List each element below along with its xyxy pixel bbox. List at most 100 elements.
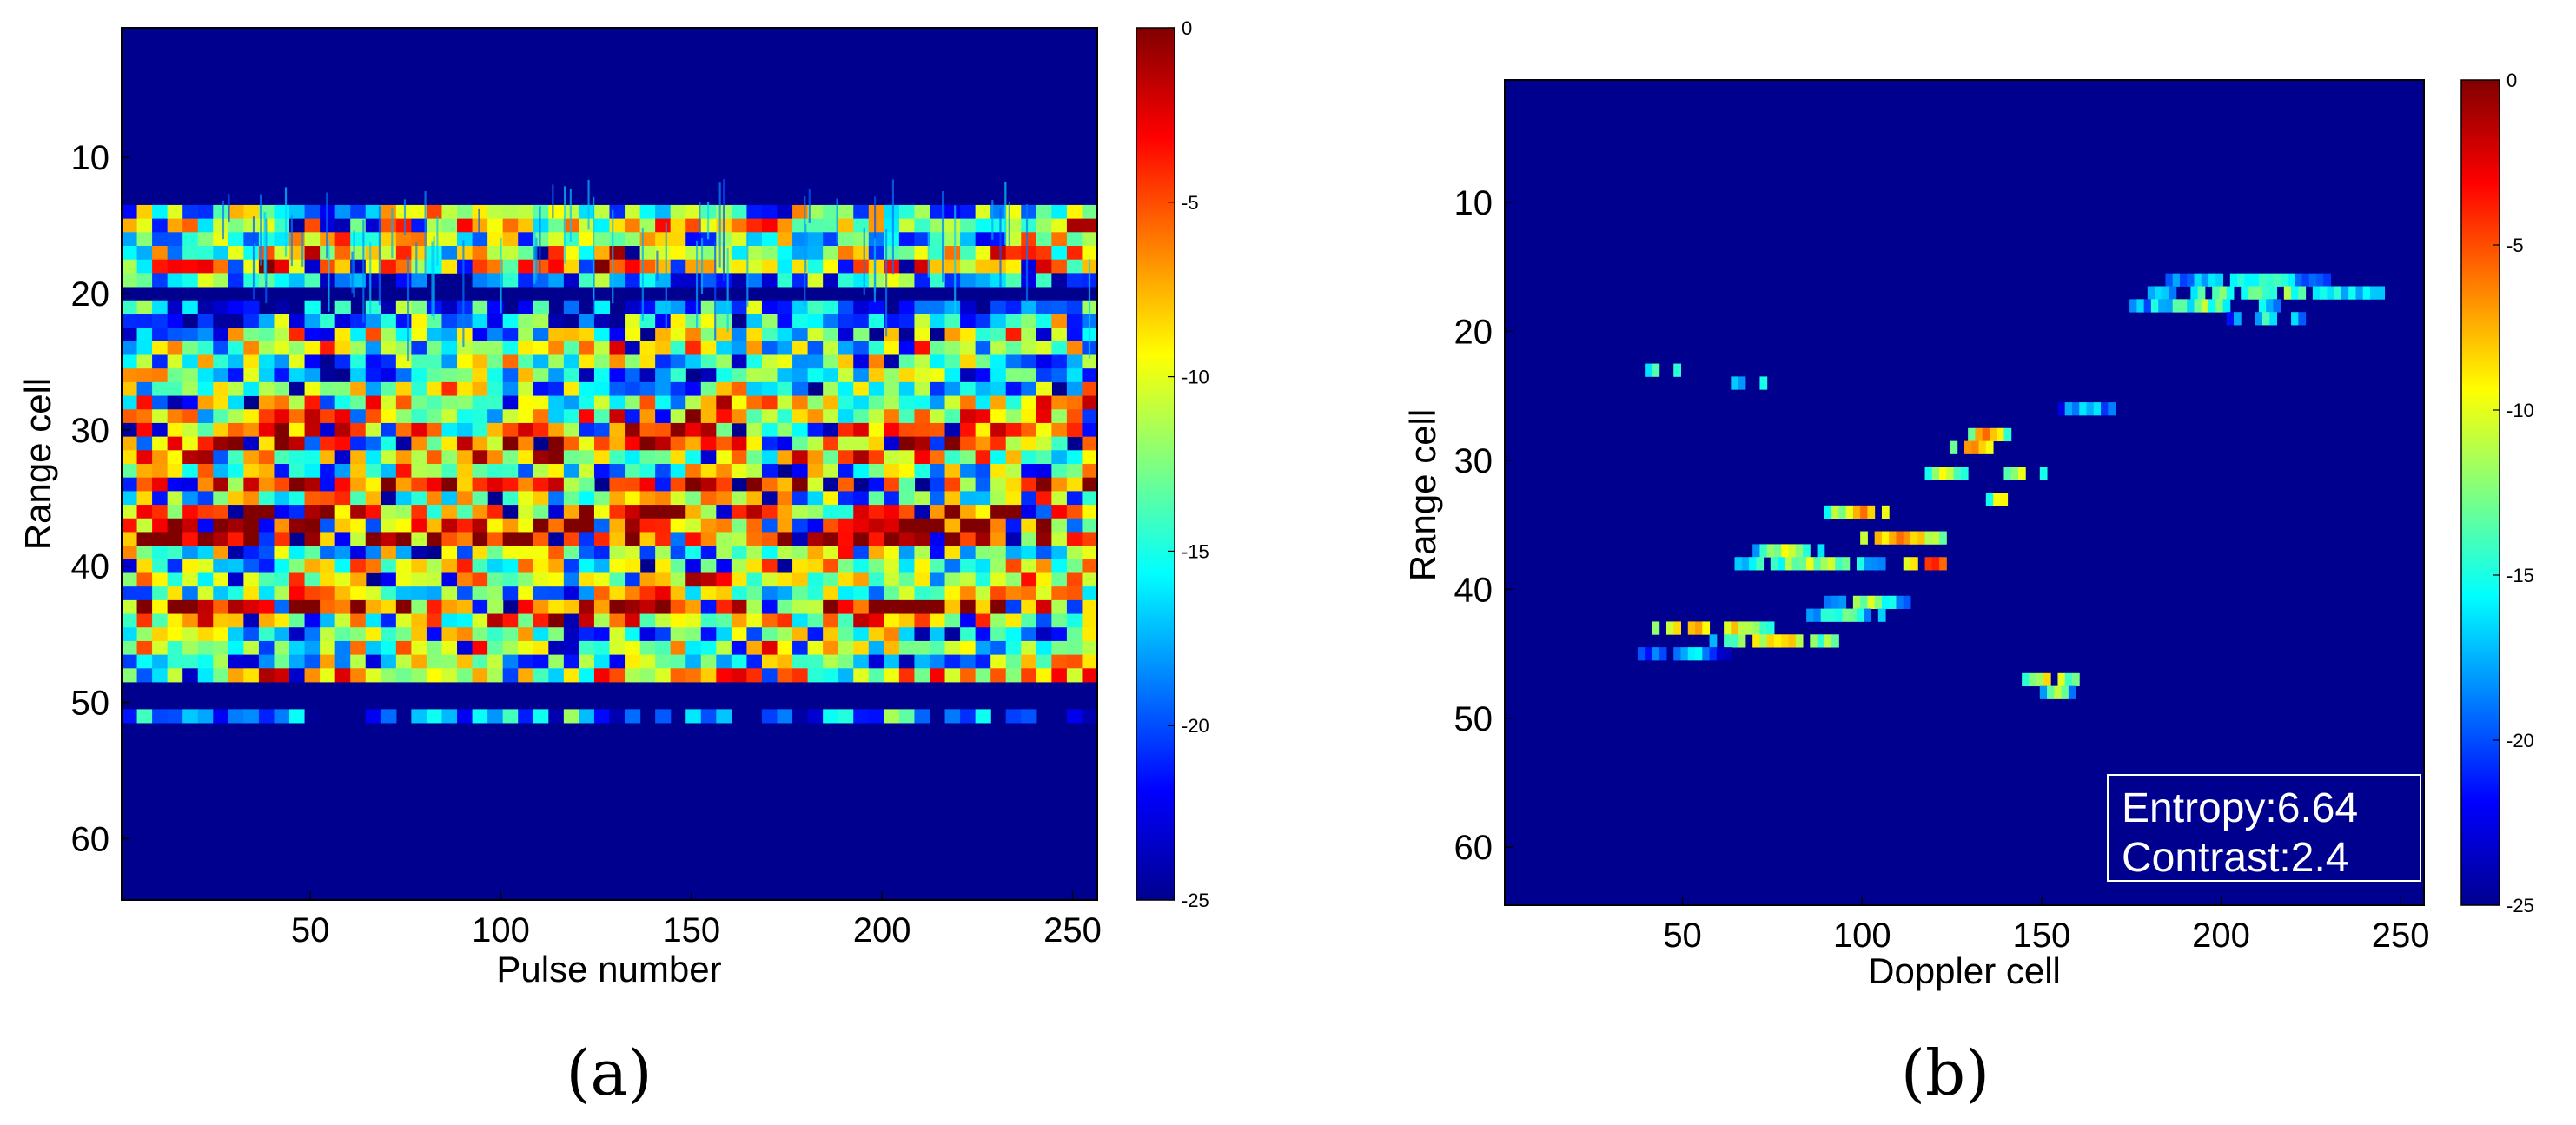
heatmap-a-cell (136, 627, 153, 642)
heatmap-a-cell (593, 505, 611, 519)
heatmap-a-cell (761, 668, 778, 683)
heatmap-a-cell (990, 273, 1007, 288)
heatmap-a-cell (136, 709, 153, 724)
heatmap-a-cell (838, 709, 854, 724)
heatmap-b-cell (2169, 286, 2177, 300)
heatmap-a-cell (823, 368, 839, 383)
heatmap-a-x-ticks: 50 100 150 200 250 (291, 891, 1102, 950)
heatmap-a-cell (1021, 368, 1037, 383)
heatmap-a-cell (381, 586, 397, 601)
heatmap-b-cell (1806, 557, 1814, 571)
heatmap-a-cell (533, 300, 549, 314)
heatmap-a-cell (228, 627, 244, 642)
heatmap-a-cell (243, 328, 260, 342)
heatmap-a-cell (122, 300, 138, 314)
heatmap-a-cell (152, 354, 169, 369)
heatmap-a-cell (579, 559, 595, 573)
heatmap-b-cell (1881, 595, 1890, 609)
heatmap-b-cell (2226, 312, 2235, 326)
heatmap-a-cell (761, 627, 778, 642)
heatmap-a-cell (518, 613, 534, 628)
heatmap-a-cell (731, 300, 748, 314)
heatmap-a-cell (761, 586, 778, 601)
heatmap-a-cell (944, 259, 961, 274)
heatmap-a-cell (579, 273, 595, 288)
heatmap-a-cell (472, 627, 488, 642)
heatmap-a-cell (761, 613, 778, 628)
heatmap-a-cell (1005, 477, 1022, 492)
heatmap-a-cell (1005, 654, 1022, 669)
heatmap-a-cell (533, 409, 549, 424)
heatmap-a-cell (609, 328, 626, 342)
heatmap-a-cell (152, 559, 169, 573)
heatmap-b-cell (2158, 299, 2166, 313)
heatmap-a-cell (975, 559, 991, 573)
heatmap-a-cell (1036, 273, 1052, 288)
heatmap-a-cell (487, 709, 504, 724)
heatmap-a-cell (639, 505, 656, 519)
heatmap-a-cell (548, 586, 565, 601)
heatmap-a-cell (472, 491, 488, 506)
heatmap-a-cell (334, 436, 351, 451)
heatmap-a-cell (136, 354, 153, 369)
heatmap-a-cell (625, 368, 641, 383)
heatmap-a-cell (1082, 218, 1098, 233)
heatmap-a-cell (685, 328, 702, 342)
heatmap-a-cell (853, 232, 870, 247)
heatmap-b-cell (1860, 531, 1868, 545)
heatmap-a-streak (999, 208, 1002, 288)
heatmap-a-cell (823, 218, 839, 233)
heatmap-a-cell (700, 368, 717, 383)
heatmap-a-cell (1082, 518, 1098, 533)
heatmap-a-cell (487, 518, 504, 533)
heatmap-a-cell (807, 613, 824, 628)
heatmap-a-cell (304, 232, 321, 247)
heatmap-a-cell (365, 599, 381, 614)
heatmap-a-cell (1051, 546, 1068, 560)
heatmap-a-streak (431, 241, 434, 317)
heatmap-a-cell (579, 354, 595, 369)
heatmap-a-cell (746, 546, 763, 560)
heatmap-b-cell (1985, 440, 1994, 454)
heatmap-a-cell (457, 654, 473, 669)
heatmap-a-cell (274, 640, 290, 656)
heatmap-a-cell (365, 381, 381, 396)
heatmap-a-cell (167, 450, 183, 465)
heatmap-a-cell (929, 314, 946, 328)
heatmap-a-cell (625, 505, 641, 519)
heatmap-a-cell (929, 422, 946, 438)
heatmap-b-cell (1997, 427, 2004, 442)
heatmap-a-cell (731, 204, 748, 220)
heatmap-b-cell (1702, 621, 1711, 635)
heatmap-a-cell (197, 464, 214, 479)
heatmap-a-cell (350, 654, 367, 669)
heatmap-a-cell (533, 368, 549, 383)
heatmap-a-cell (884, 436, 900, 451)
heatmap-a-cell (1005, 368, 1022, 383)
heatmap-a-cell (213, 273, 229, 288)
heatmap-a-cell (960, 505, 977, 519)
heatmap-a-cell (1082, 599, 1098, 614)
heatmap-a-cell (472, 328, 488, 342)
heatmap-a-cell (548, 450, 565, 465)
heatmap-a-cell (700, 627, 717, 642)
heatmap-a-cell (350, 613, 367, 628)
heatmap-a-cell (746, 232, 763, 247)
heatmap-a-cell (320, 381, 336, 396)
heatmap-a-cell (441, 599, 458, 614)
heatmap-a-cell (625, 546, 641, 560)
heatmap-b-cell (1857, 557, 1864, 571)
heatmap-a-cell (122, 246, 138, 261)
heatmap-a-cell (655, 409, 672, 424)
heatmap-a-cell (472, 654, 488, 669)
heatmap-a-cell (777, 395, 793, 410)
heatmap-a-cell (1082, 477, 1098, 492)
heatmap-a-cell (228, 491, 244, 506)
heatmap-a-cell (823, 532, 839, 546)
heatmap-a-cell (472, 640, 488, 656)
heatmap-a-cell (807, 450, 824, 465)
heatmap-a-y-tick-label: 40 (71, 548, 110, 586)
heatmap-a-cell (1036, 218, 1052, 233)
